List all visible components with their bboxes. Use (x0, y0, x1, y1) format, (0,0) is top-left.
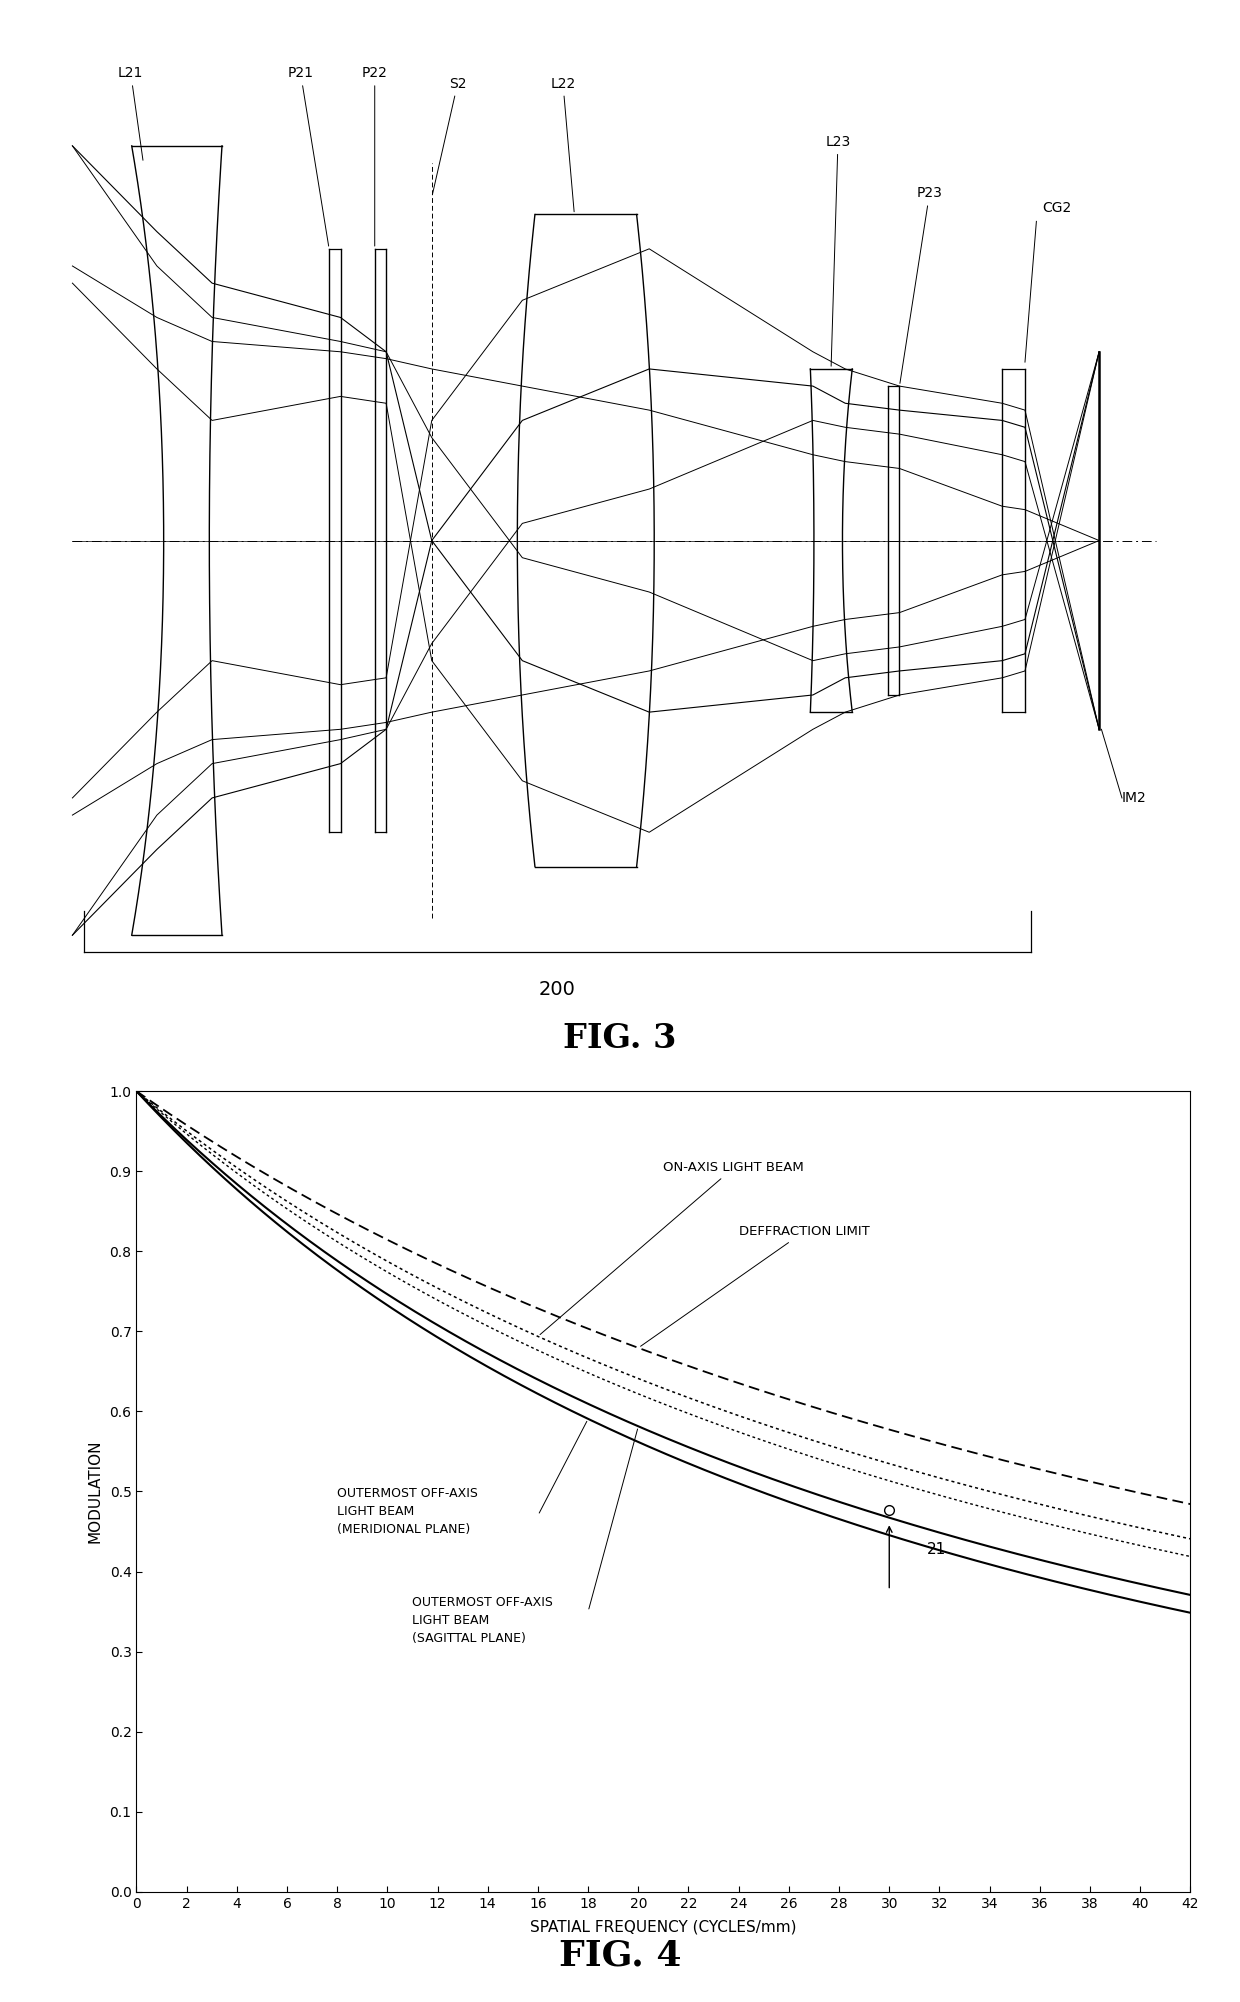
Text: CG2: CG2 (1042, 200, 1071, 214)
Y-axis label: MODULATION: MODULATION (88, 1439, 103, 1544)
Text: P22: P22 (362, 66, 388, 246)
Text: P21: P21 (288, 66, 329, 246)
Text: L22: L22 (551, 76, 575, 212)
Text: S2: S2 (433, 76, 466, 194)
Text: OUTERMOST OFF-AXIS
LIGHT BEAM
(SAGITTAL PLANE): OUTERMOST OFF-AXIS LIGHT BEAM (SAGITTAL … (413, 1596, 553, 1644)
Text: OUTERMOST OFF-AXIS
LIGHT BEAM
(MERIDIONAL PLANE): OUTERMOST OFF-AXIS LIGHT BEAM (MERIDIONA… (337, 1487, 479, 1536)
Text: DEFFRACTION LIMIT: DEFFRACTION LIMIT (641, 1225, 869, 1345)
Text: FIG. 3: FIG. 3 (563, 1021, 677, 1055)
Text: P23: P23 (900, 186, 942, 382)
X-axis label: SPATIAL FREQUENCY (CYCLES/mm): SPATIAL FREQUENCY (CYCLES/mm) (531, 1920, 796, 1934)
Text: 200: 200 (539, 979, 575, 999)
Text: 21: 21 (926, 1542, 946, 1558)
Text: FIG. 4: FIG. 4 (559, 1940, 681, 1972)
Text: L21: L21 (118, 66, 144, 160)
Text: ON-AXIS LIGHT BEAM: ON-AXIS LIGHT BEAM (541, 1161, 805, 1335)
Text: L23: L23 (826, 134, 851, 366)
Text: IM2: IM2 (1122, 791, 1147, 805)
